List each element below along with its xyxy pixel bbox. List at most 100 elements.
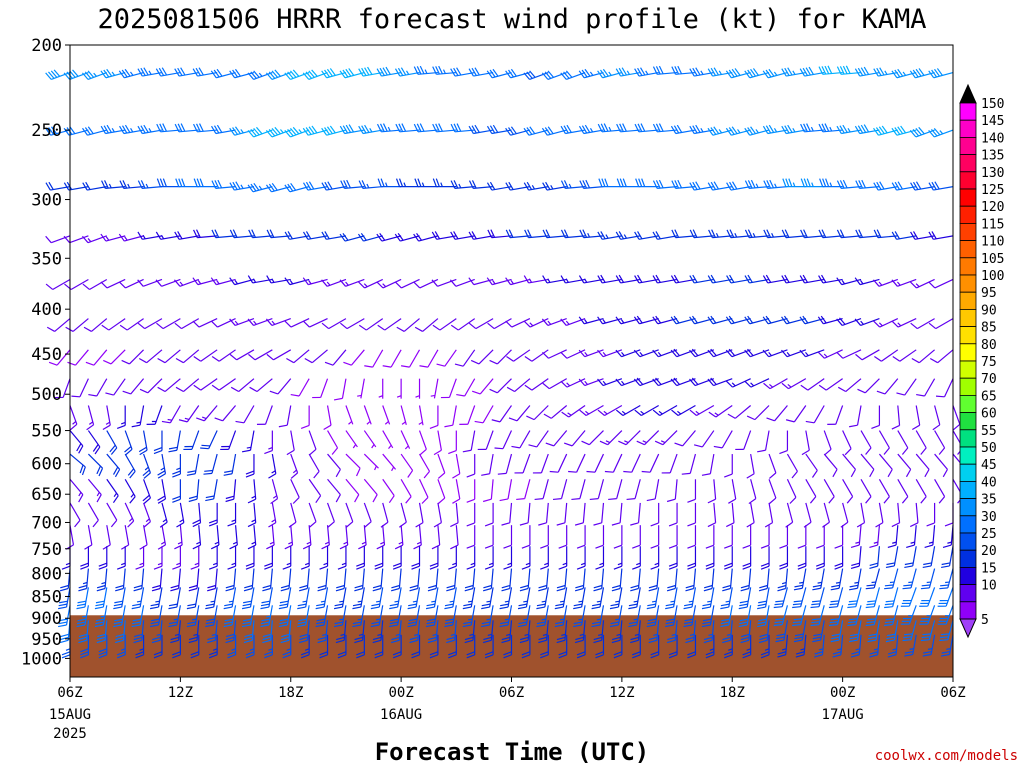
barb-feather xyxy=(776,633,786,637)
barb-feather xyxy=(844,448,852,456)
barb-feather xyxy=(225,587,234,592)
barb-feather xyxy=(315,606,325,610)
barb-half-feather xyxy=(584,380,588,385)
barb-feather xyxy=(78,636,88,641)
barb-feather xyxy=(435,66,440,75)
barb-feather xyxy=(268,71,276,79)
wind-barb xyxy=(265,182,291,193)
y-axis: 2002503003504004505005506006507007508008… xyxy=(21,36,70,669)
barb-feather xyxy=(560,180,566,189)
barb-staff xyxy=(786,318,806,325)
barb-feather xyxy=(847,606,856,609)
barb-feather xyxy=(364,124,370,133)
wind-barb xyxy=(683,605,697,628)
wind-barb xyxy=(321,318,347,330)
barb-feather xyxy=(652,123,658,133)
barb-staff xyxy=(910,620,917,640)
barb-feather xyxy=(765,125,772,134)
wind-barb xyxy=(538,502,549,526)
barb-feather xyxy=(636,315,643,324)
wind-barb xyxy=(543,405,568,419)
barb-feather xyxy=(527,229,532,238)
barb-feather xyxy=(48,71,55,79)
barb-feather xyxy=(578,275,585,284)
barb-feather xyxy=(274,69,281,77)
wind-barb xyxy=(701,587,715,610)
wind-barb xyxy=(856,502,866,528)
wind-barb xyxy=(333,605,347,628)
wind-barb xyxy=(579,404,604,417)
barb-staff xyxy=(191,430,200,450)
barb-staff xyxy=(583,186,604,189)
barb-feather xyxy=(849,584,859,588)
barb-feather xyxy=(641,470,651,473)
barb-feather xyxy=(400,67,407,76)
wind-barb xyxy=(797,525,807,549)
barb-half-feather xyxy=(818,648,824,651)
barb-feather xyxy=(288,521,297,528)
barb-feather xyxy=(468,322,477,330)
wind-barb xyxy=(817,349,843,359)
wind-barb xyxy=(505,318,531,328)
barb-feather xyxy=(739,600,749,604)
barb-half-feather xyxy=(232,541,238,545)
barb-feather xyxy=(268,183,275,192)
barb-feather xyxy=(253,182,260,191)
wind-barb xyxy=(45,278,71,290)
barb-staff xyxy=(550,405,568,419)
barb-feather xyxy=(98,654,108,659)
barb-feather xyxy=(521,654,531,659)
wind-barb xyxy=(484,546,494,570)
wind-barb xyxy=(884,568,899,590)
barb-feather xyxy=(763,382,771,390)
barb-staff xyxy=(912,634,917,655)
wind-barb xyxy=(69,453,86,476)
barb-feather xyxy=(389,621,399,625)
barb-half-feather xyxy=(100,615,105,618)
barb-feather xyxy=(799,275,806,284)
barb-half-feather xyxy=(771,232,775,238)
barb-staff xyxy=(540,453,549,474)
wind-barb xyxy=(593,502,605,526)
barb-feather xyxy=(302,127,309,136)
barb-staff xyxy=(470,430,476,451)
wind-barb xyxy=(632,634,641,659)
wind-barb xyxy=(468,67,494,77)
wind-barb xyxy=(430,378,439,399)
wind-barb xyxy=(335,620,347,644)
wind-barb xyxy=(137,124,163,135)
wind-barb xyxy=(124,502,135,528)
barb-feather xyxy=(556,639,566,644)
barb-staff xyxy=(159,568,163,589)
wind-barb xyxy=(885,620,899,643)
barb-feather xyxy=(78,639,87,644)
barb-staff xyxy=(785,235,806,239)
barb-staff xyxy=(69,525,75,545)
barb-feather xyxy=(268,522,277,528)
barb-feather xyxy=(849,424,858,428)
barb-feather xyxy=(392,651,402,656)
barb-feather xyxy=(703,639,713,644)
barb-staff xyxy=(546,186,567,191)
barb-half-feather xyxy=(162,518,167,523)
barb-feather xyxy=(232,229,238,238)
barb-feather xyxy=(869,651,879,655)
barb-feather xyxy=(356,565,365,570)
barb-staff xyxy=(213,605,218,626)
barb-feather xyxy=(505,182,511,191)
colorbar-bottom-arrow xyxy=(959,618,977,639)
wind-barb xyxy=(818,274,843,284)
wind-barb xyxy=(262,620,273,644)
barb-feather xyxy=(450,544,459,550)
y-tick-label: 900 xyxy=(31,609,62,629)
barb-staff xyxy=(713,502,717,523)
barb-half-feather xyxy=(531,185,536,190)
wind-barb xyxy=(389,587,402,610)
barb-feather xyxy=(692,181,698,190)
barb-feather xyxy=(481,473,490,476)
colorbar-swatch xyxy=(959,119,977,138)
wind-barb xyxy=(873,278,899,287)
barb-feather xyxy=(137,68,143,77)
wind-barb xyxy=(687,546,697,570)
wind-barb xyxy=(448,430,457,455)
